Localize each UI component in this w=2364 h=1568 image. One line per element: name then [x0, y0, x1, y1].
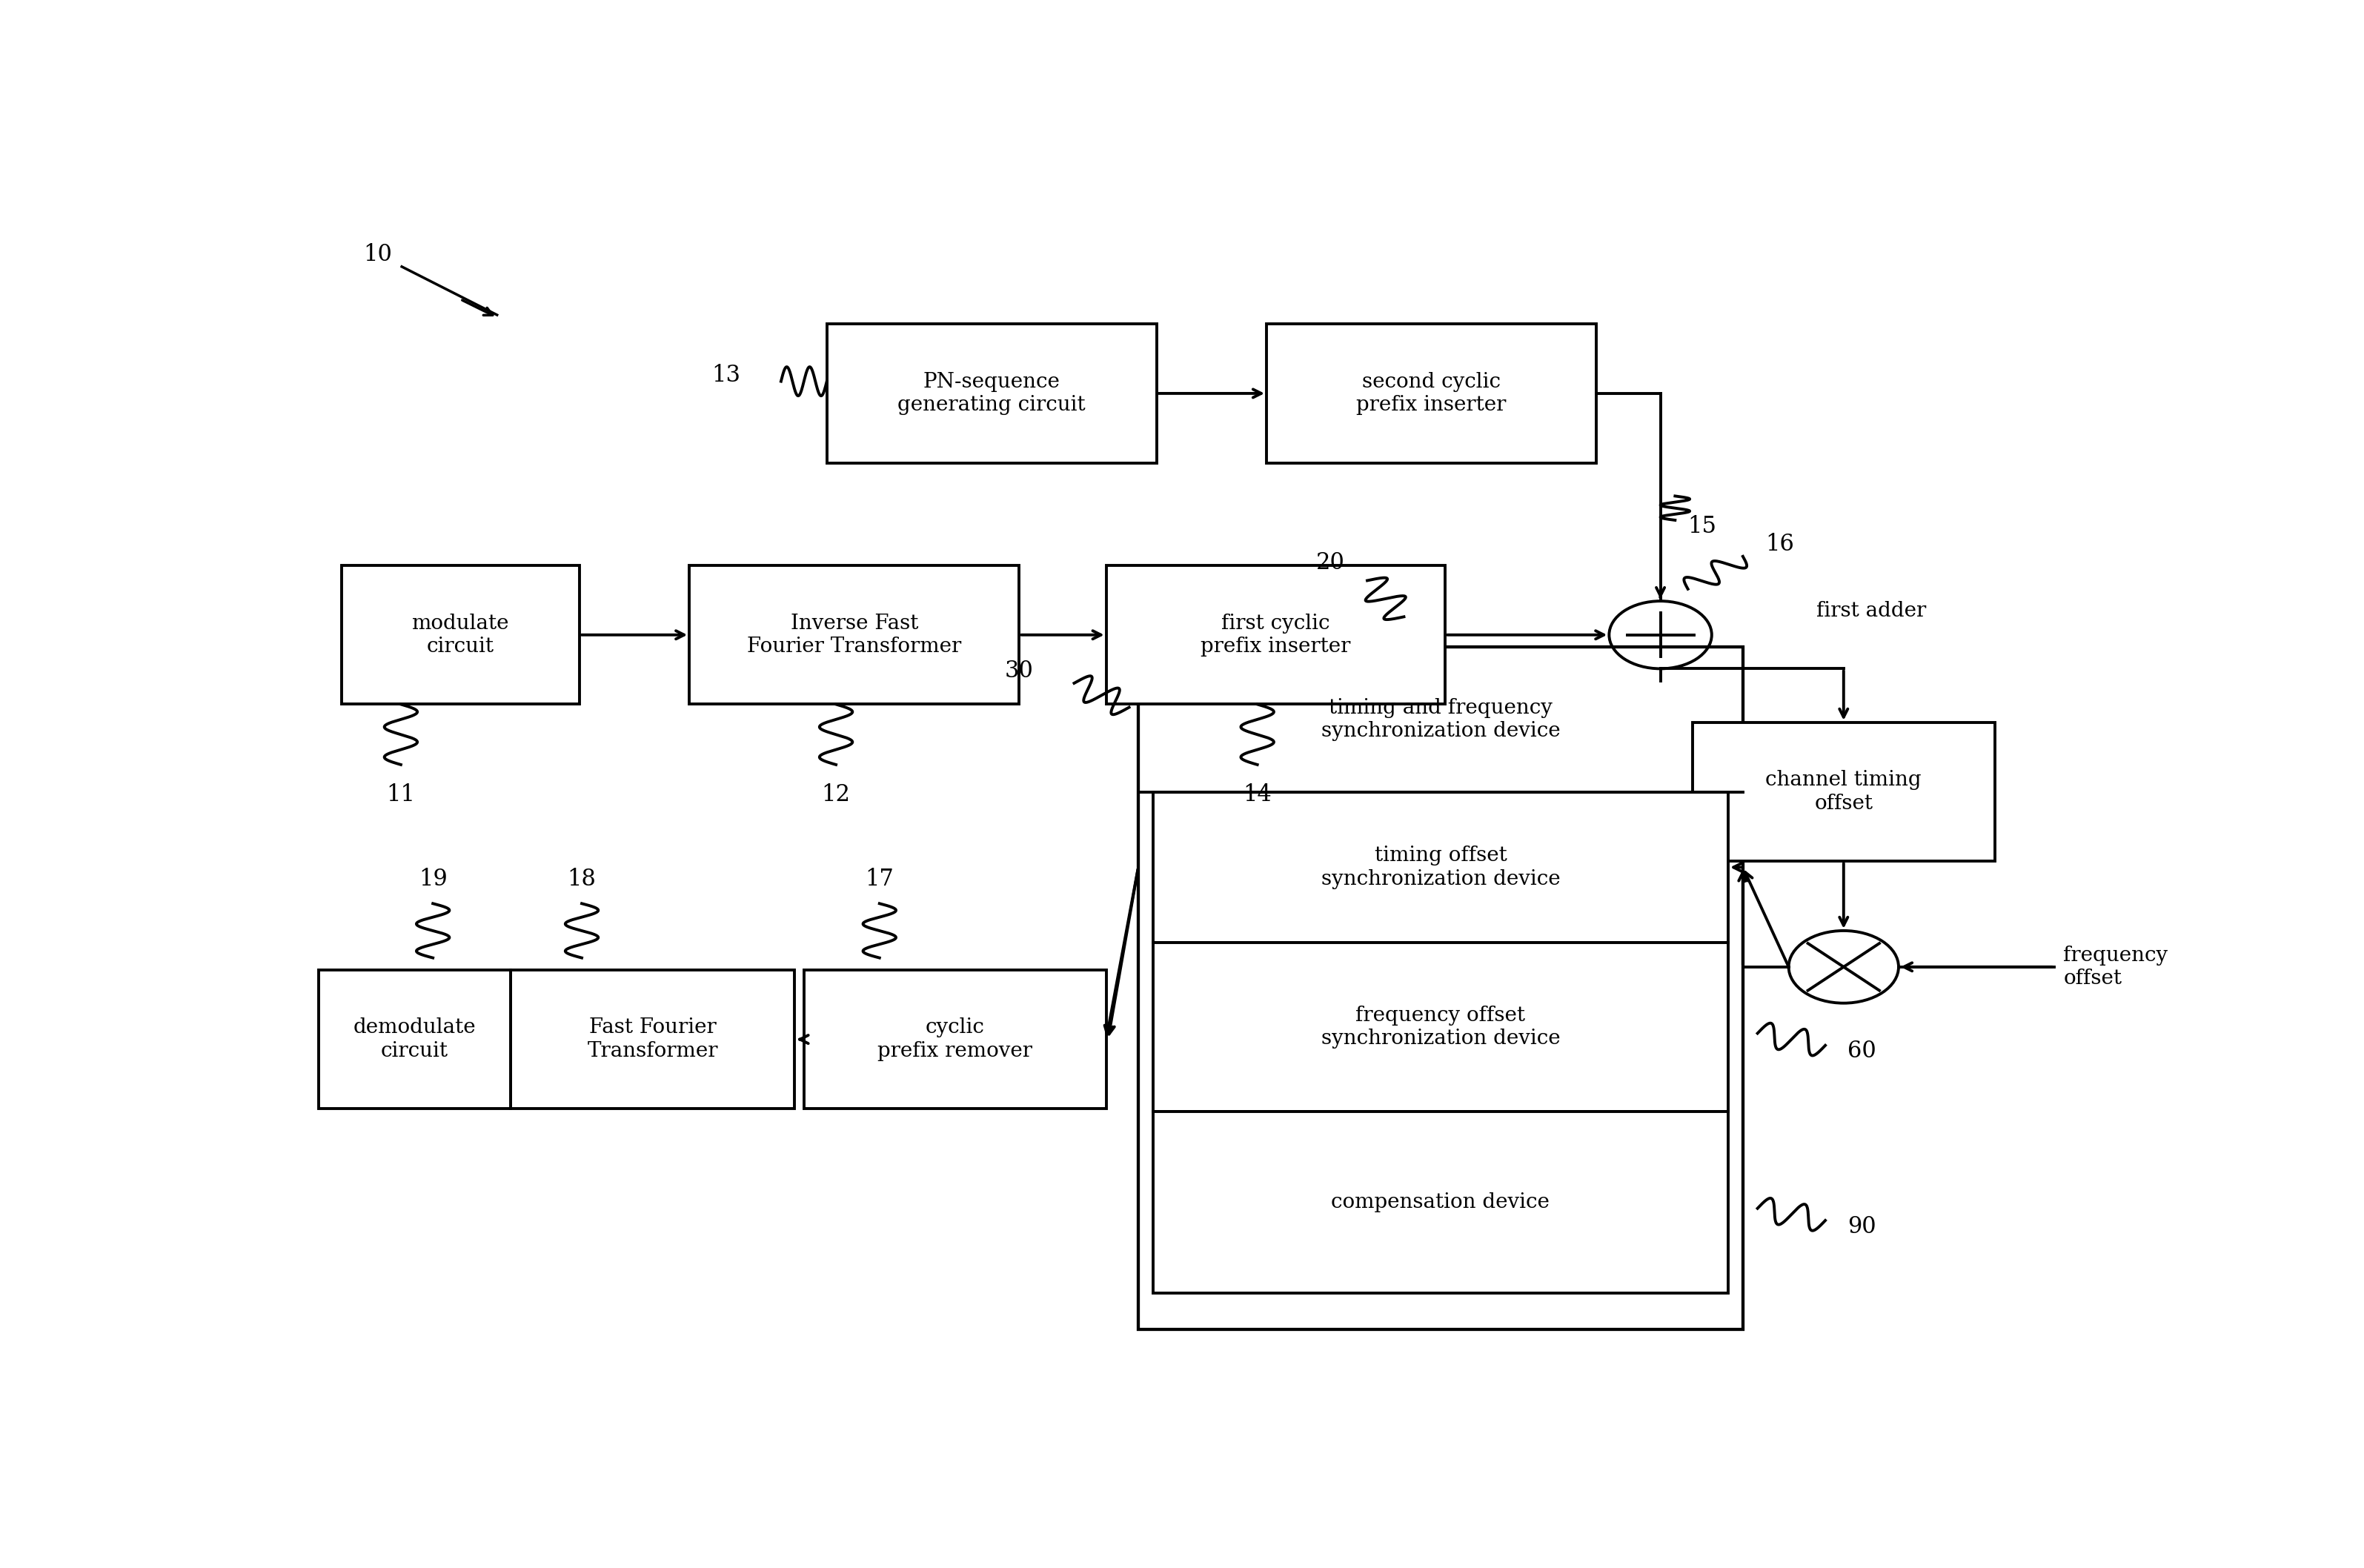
Text: compensation device: compensation device: [1331, 1192, 1551, 1212]
Text: modulate
circuit: modulate circuit: [411, 613, 508, 657]
Text: frequency
offset: frequency offset: [2064, 946, 2168, 988]
FancyBboxPatch shape: [319, 971, 511, 1109]
Text: Inverse Fast
Fourier Transformer: Inverse Fast Fourier Transformer: [747, 613, 962, 657]
Text: first cyclic
prefix inserter: first cyclic prefix inserter: [1201, 613, 1350, 657]
FancyBboxPatch shape: [1154, 792, 1728, 942]
Text: 18: 18: [567, 867, 596, 891]
FancyBboxPatch shape: [804, 971, 1106, 1109]
Text: 15: 15: [1688, 514, 1716, 538]
FancyBboxPatch shape: [511, 971, 794, 1109]
FancyBboxPatch shape: [827, 325, 1156, 463]
Text: 16: 16: [1766, 533, 1794, 555]
Text: PN-sequence
generating circuit: PN-sequence generating circuit: [898, 372, 1085, 416]
Text: 11: 11: [385, 784, 416, 806]
Text: 19: 19: [418, 867, 447, 891]
Text: timing offset
synchronization device: timing offset synchronization device: [1321, 845, 1560, 889]
Text: timing and frequency
synchronization device: timing and frequency synchronization dev…: [1321, 698, 1560, 742]
Text: 90: 90: [1849, 1215, 1877, 1239]
FancyBboxPatch shape: [690, 566, 1019, 704]
FancyBboxPatch shape: [1154, 1112, 1728, 1294]
FancyBboxPatch shape: [1106, 566, 1444, 704]
Text: 14: 14: [1243, 784, 1272, 806]
Text: demodulate
circuit: demodulate circuit: [352, 1018, 475, 1062]
Text: channel timing
offset: channel timing offset: [1766, 770, 1922, 814]
Text: 17: 17: [865, 867, 894, 891]
Text: cyclic
prefix remover: cyclic prefix remover: [877, 1018, 1033, 1062]
Text: 20: 20: [1317, 550, 1345, 574]
Text: frequency offset
synchronization device: frequency offset synchronization device: [1321, 1005, 1560, 1049]
FancyBboxPatch shape: [1693, 723, 1995, 861]
FancyBboxPatch shape: [340, 566, 579, 704]
Text: 60: 60: [1849, 1040, 1877, 1063]
Text: 13: 13: [712, 364, 740, 387]
Text: second cyclic
prefix inserter: second cyclic prefix inserter: [1357, 372, 1506, 416]
FancyBboxPatch shape: [1154, 942, 1728, 1112]
Text: 30: 30: [1005, 660, 1033, 682]
FancyBboxPatch shape: [1139, 648, 1742, 1330]
Text: first adder: first adder: [1816, 601, 1927, 621]
Text: Fast Fourier
Transformer: Fast Fourier Transformer: [586, 1018, 719, 1062]
FancyBboxPatch shape: [1267, 325, 1596, 463]
Text: 12: 12: [823, 784, 851, 806]
Text: 10: 10: [364, 243, 392, 267]
